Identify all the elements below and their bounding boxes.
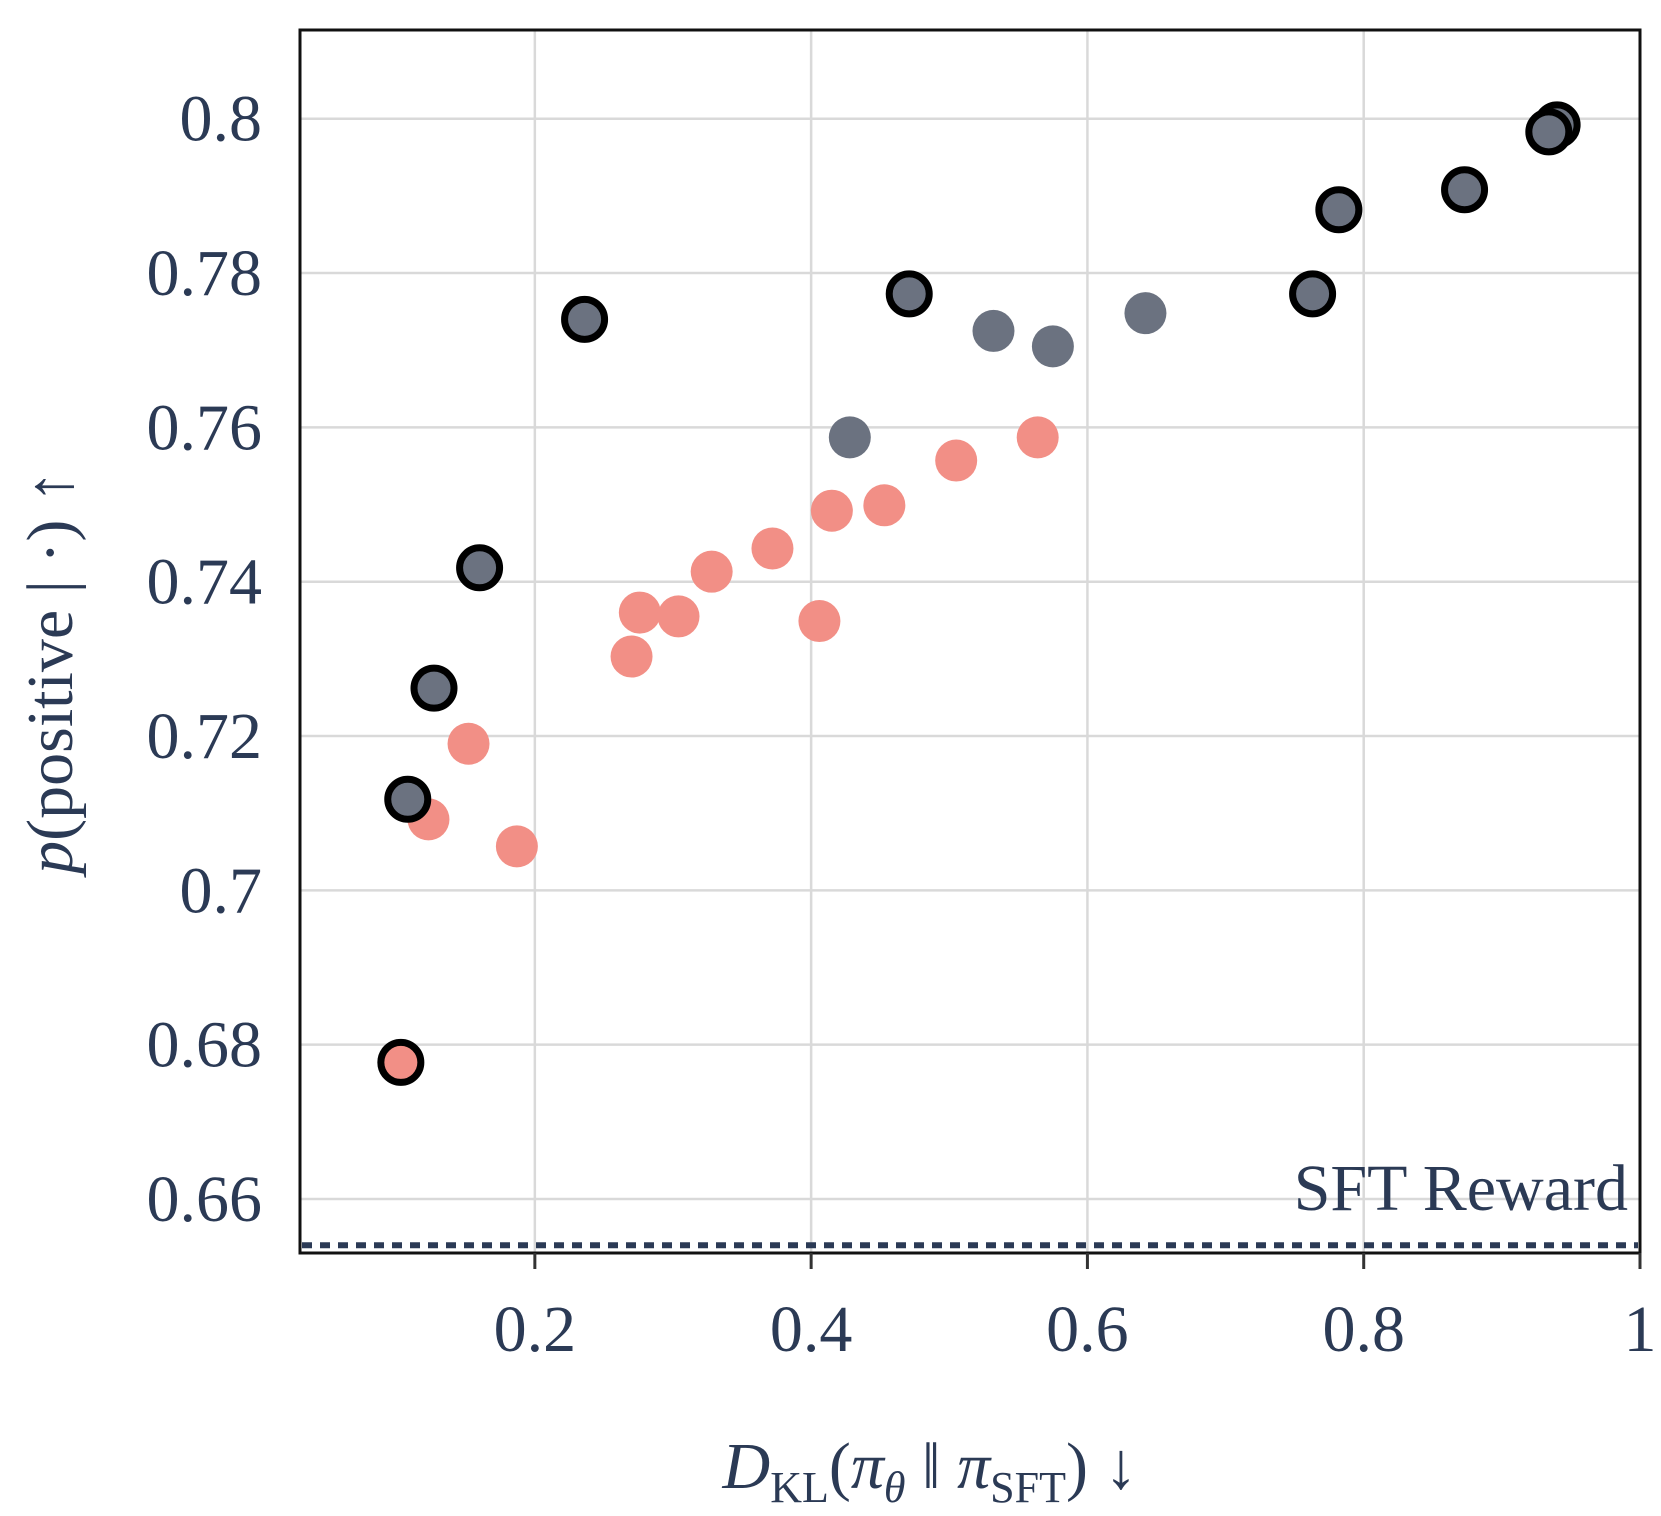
data-point-gray [1525, 108, 1573, 156]
x-tick-label: 0.6 [1046, 1293, 1129, 1366]
y-axis-ticks: 0.66 0.68 0.7 0.72 0.74 0.76 0.78 0.8 [147, 83, 263, 1236]
x-tick-label: 0.2 [494, 1293, 577, 1366]
y-tick-label: 0.8 [180, 83, 263, 156]
grid [300, 30, 1642, 1253]
data-point-salmon [690, 550, 733, 593]
data-point-salmon [935, 439, 978, 482]
data-point-salmon [495, 825, 538, 868]
y-tick-label: 0.7 [180, 854, 263, 927]
data-point-gray [384, 775, 432, 823]
data-point-salmon [610, 635, 653, 678]
data-point-salmon [1016, 416, 1059, 459]
data-point-gray [1441, 166, 1489, 214]
data-point-salmon [798, 600, 841, 643]
x-tick-label: 0.8 [1322, 1293, 1405, 1366]
x-axis-ticks: 0.2 0.4 0.6 0.8 1 [494, 1253, 1657, 1366]
sft-reward-label: SFT Reward [1294, 1152, 1628, 1225]
x-tick-label: 0.4 [770, 1293, 853, 1366]
y-tick-label: 0.66 [147, 1163, 263, 1236]
data-point-gray [1031, 325, 1074, 368]
data-point-salmon [751, 527, 794, 570]
data-point-gray [1124, 292, 1167, 335]
data-point-gray [885, 270, 933, 318]
y-tick-label: 0.78 [147, 237, 263, 310]
data-point-gray [561, 295, 609, 343]
data-point-gray [456, 544, 504, 592]
y-tick-label: 0.72 [147, 700, 263, 773]
y-tick-label: 0.76 [147, 391, 263, 464]
data-point-salmon [618, 591, 661, 634]
data-point-gray [1289, 270, 1337, 318]
data-point-gray [828, 416, 871, 459]
data-points [377, 101, 1581, 1086]
x-tick-label: 1 [1624, 1293, 1657, 1366]
y-tick-label: 0.74 [147, 546, 263, 619]
data-point-gray [1315, 186, 1363, 234]
y-axis-label: p(positive | ·) ↑ [14, 470, 87, 878]
data-point-salmon [377, 1038, 425, 1086]
data-point-gray [972, 309, 1015, 352]
data-point-salmon [657, 595, 700, 638]
data-point-salmon [863, 484, 906, 527]
plot-frame [298, 28, 1642, 1255]
data-point-salmon [810, 489, 853, 532]
data-point-salmon [447, 722, 490, 765]
x-axis-label: DKL(πθ ‖ πSFT) ↓ [722, 1430, 1138, 1512]
y-tick-label: 0.68 [147, 1009, 263, 1082]
data-point-gray [410, 664, 458, 712]
